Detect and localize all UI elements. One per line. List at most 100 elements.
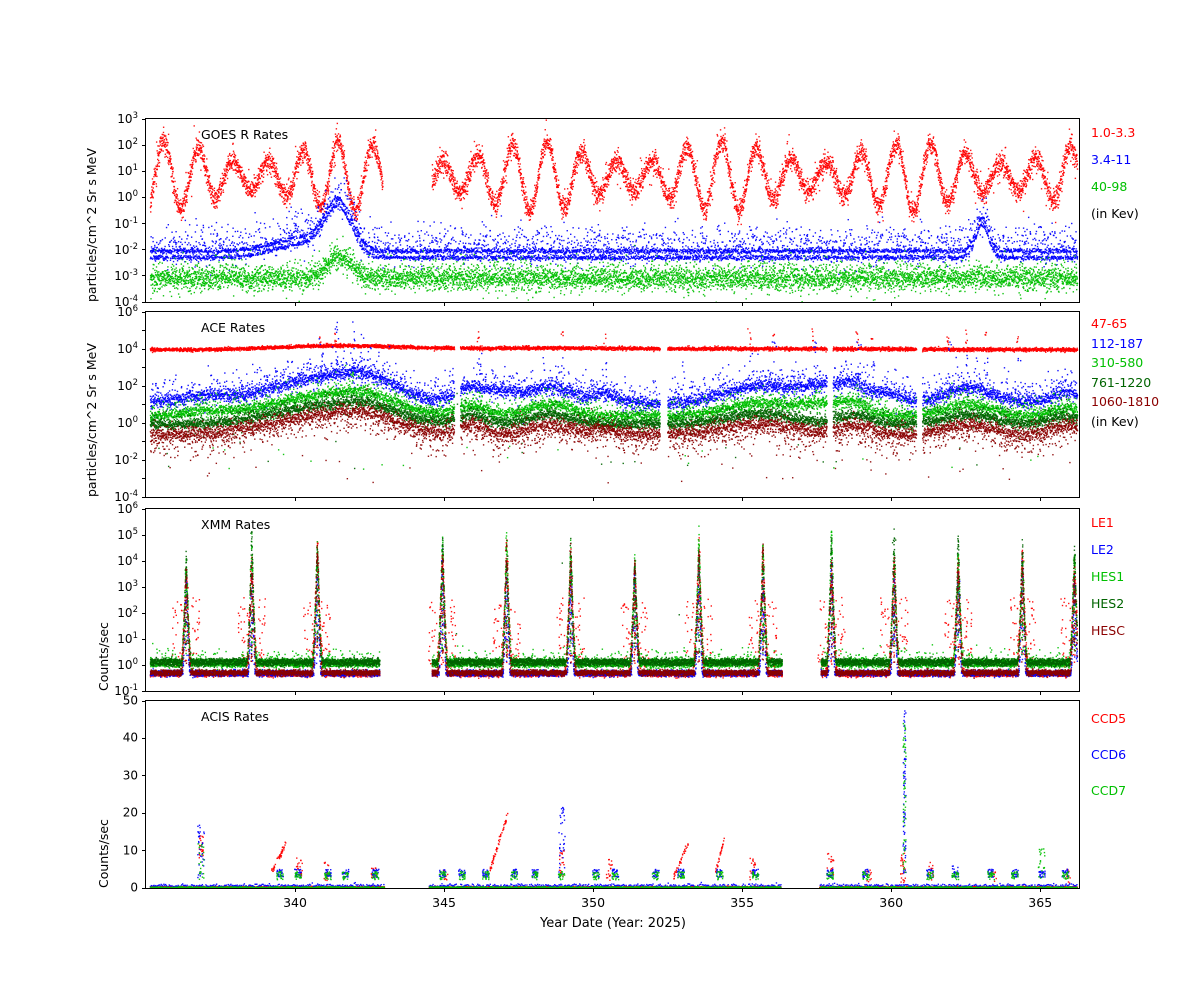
y-tick-label: 105 [117, 527, 138, 543]
x-tick-mark [891, 302, 893, 306]
plot-canvas [146, 509, 1079, 691]
legend-label: 3.4-11 [1091, 152, 1132, 167]
y-tick-label: 106 [117, 501, 138, 517]
x-tick-mark [295, 888, 297, 892]
x-tick-label: 340 [283, 895, 307, 910]
x-tick-mark [444, 497, 446, 501]
y-tick-label: 102 [117, 605, 138, 621]
y-tick-label: 10-3 [114, 268, 138, 284]
y-tick-label: 106 [117, 304, 138, 320]
y-tick-label: 10-2 [114, 452, 138, 468]
y-tick-label: 50 [122, 693, 138, 708]
y-axis-label: Counts/sec [96, 819, 111, 888]
x-tick-mark [444, 691, 446, 695]
x-tick-label: 365 [1028, 895, 1053, 910]
x-tick-mark [1040, 302, 1042, 306]
y-tick-label: 10-4 [114, 294, 138, 310]
y-tick-mark [142, 508, 146, 510]
y-tick-label: 10-1 [114, 683, 138, 699]
y-tick-label: 100 [117, 189, 138, 205]
panel-xmm-rates: XMM Rates Counts/sec LE1 LE2 HES1 HES2 HESC 10-… [96, 501, 1125, 698]
x-tick-mark [742, 691, 744, 695]
legend-label: 1060-1810 [1091, 394, 1160, 409]
x-tick-mark [295, 302, 297, 306]
panel-ace-rates: ACE Rates particles/cm^2 Sr s MeV 47-65 112… [84, 304, 1159, 504]
y-tick-mark [142, 586, 146, 588]
y-tick-mark [142, 534, 146, 536]
y-tick-label: 10 [122, 843, 138, 858]
plot-canvas [146, 312, 1079, 497]
y-tick-label: 30 [122, 768, 138, 783]
y-tick-mark [142, 496, 146, 498]
y-tick-label: 10-1 [114, 215, 138, 231]
y-tick-label: 100 [117, 415, 138, 431]
x-tick-mark [295, 497, 297, 501]
x-tick-mark [742, 888, 744, 892]
y-tick-label: 101 [117, 163, 138, 179]
y-tick-mark [142, 700, 146, 702]
y-tick-mark [142, 118, 146, 120]
y-tick-label: 104 [117, 341, 138, 357]
y-tick-mark [142, 311, 146, 313]
y-tick-mark [142, 422, 146, 424]
panel-goes-r-rates: GOES R Rates particles/cm^2 Sr s MeV 1.0-3… [84, 111, 1139, 309]
y-tick-mark [142, 170, 146, 172]
y-axis-label: Counts/sec [96, 622, 111, 691]
panel-title: ACE Rates [201, 320, 266, 335]
legend-label: HES2 [1091, 596, 1125, 611]
y-tick-label: 20 [122, 805, 138, 820]
legend-label: (in Kev) [1091, 413, 1139, 429]
legend-label: 310-580 [1091, 355, 1144, 370]
y-tick-mark [142, 459, 146, 461]
x-tick-mark [593, 302, 595, 306]
y-tick-label: 101 [117, 631, 138, 647]
y-tick-mark [142, 638, 146, 640]
y-tick-mark [142, 850, 146, 852]
y-tick-mark [142, 249, 146, 251]
x-tick-mark [891, 497, 893, 501]
y-tick-label: 10-4 [114, 489, 138, 505]
y-tick-label: 103 [117, 579, 138, 595]
y-tick-mark [142, 385, 146, 387]
legend-label: 1.0-3.3 [1091, 125, 1136, 140]
y-axis-label: particles/cm^2 Sr s MeV [84, 343, 99, 497]
y-tick-mark [142, 812, 146, 814]
legend-label: 112-187 [1091, 335, 1144, 351]
panel-acis-rates: ACIS Rates Counts/sec CCD5 CCD6 CCD7 0 10 20 30 4… [96, 694, 1126, 910]
y-tick-mark [142, 223, 146, 225]
x-tick-mark [593, 691, 595, 695]
y-tick-mark [142, 275, 146, 277]
legend-label: CCD6 [1091, 747, 1127, 762]
legend-label: 761-1220 [1091, 374, 1152, 390]
panel-title: ACIS Rates [201, 709, 269, 724]
panel-title: XMM Rates [201, 517, 271, 532]
legend-label: HES1 [1091, 569, 1125, 584]
legend-label: 40-98 [1091, 179, 1128, 194]
x-tick-mark [891, 888, 893, 892]
y-tick-mark [142, 404, 146, 405]
y-tick-mark [142, 775, 146, 777]
legend-label: 47-65 [1091, 316, 1128, 331]
y-tick-mark [142, 560, 146, 562]
plot-canvas [146, 701, 1079, 888]
y-tick-mark [142, 301, 146, 303]
y-axis-label: particles/cm^2 Sr s MeV [84, 148, 99, 302]
y-tick-label: 102 [117, 378, 138, 394]
y-tick-mark [142, 664, 146, 666]
legend-label: HESC [1091, 623, 1125, 638]
x-tick-mark [742, 302, 744, 306]
y-tick-mark [142, 144, 146, 146]
y-tick-label: 100 [117, 657, 138, 673]
x-tick-mark [742, 497, 744, 501]
y-tick-mark [142, 367, 146, 368]
y-tick-label: 10-2 [114, 241, 138, 257]
y-tick-label: 104 [117, 553, 138, 569]
x-tick-label: 345 [432, 895, 457, 910]
y-tick-label: 103 [117, 111, 138, 127]
x-tick-mark [593, 888, 595, 892]
legend-label: CCD7 [1091, 783, 1127, 798]
legend-label: CCD5 [1091, 711, 1127, 726]
y-tick-mark [142, 196, 146, 198]
legend-label: LE1 [1091, 515, 1114, 530]
